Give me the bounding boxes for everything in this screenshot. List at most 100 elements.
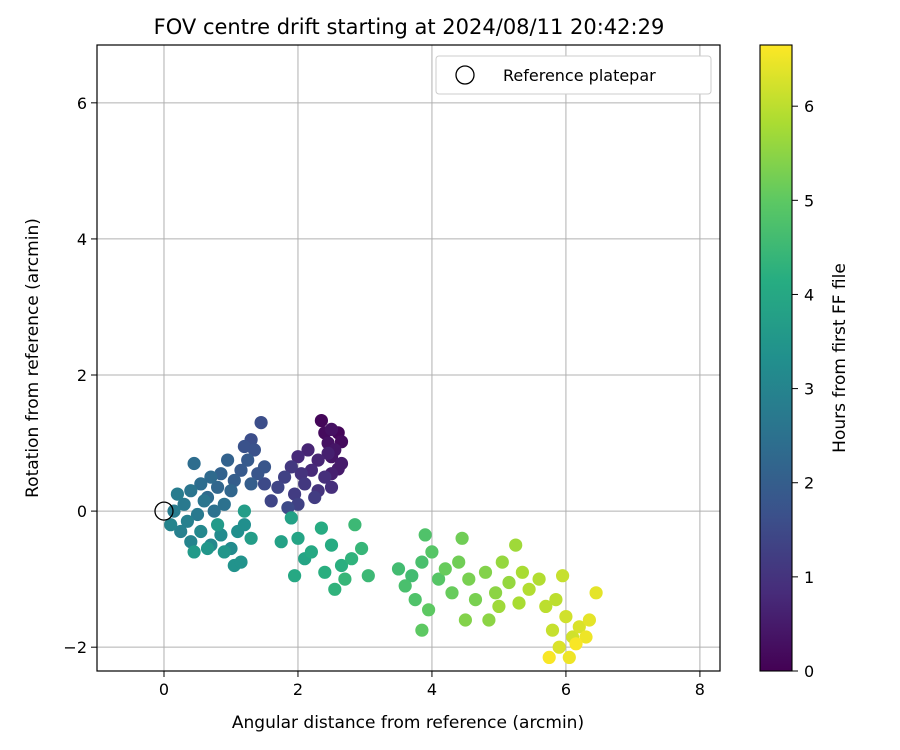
- data-point: [180, 514, 194, 528]
- data-point: [321, 446, 335, 460]
- data-points: [164, 414, 603, 665]
- data-point: [187, 545, 201, 559]
- colorbar-ticks: 0 1 2 3 4 5 6: [792, 97, 814, 681]
- x-tick-label: 6: [561, 680, 571, 699]
- data-point: [482, 613, 496, 627]
- data-point: [254, 416, 268, 430]
- colorbar-label: Hours from first FF file: [830, 263, 850, 453]
- data-point: [542, 650, 556, 665]
- data-point: [278, 470, 292, 484]
- data-point: [291, 531, 305, 545]
- data-point: [515, 565, 530, 579]
- data-point: [247, 443, 261, 457]
- data-point: [304, 545, 318, 559]
- data-point: [314, 521, 328, 535]
- y-axis-label: Rotation from reference (arcmin): [23, 218, 43, 498]
- y-tick-label: 0: [77, 502, 87, 521]
- legend-box: [435, 55, 712, 95]
- data-point: [174, 524, 188, 539]
- data-point: [425, 545, 439, 559]
- data-point: [227, 473, 241, 488]
- data-point: [298, 477, 312, 491]
- data-point: [589, 586, 603, 600]
- data-point: [271, 480, 285, 494]
- data-point: [512, 596, 526, 610]
- colorbar-tick-label: 1: [804, 568, 814, 587]
- legend-entry-reference: Reference platepar: [503, 66, 656, 85]
- data-point: [281, 501, 295, 515]
- x-tick-label: 4: [427, 680, 437, 699]
- data-point: [184, 484, 198, 498]
- data-point: [264, 494, 278, 508]
- data-point: [422, 603, 436, 617]
- data-point: [338, 572, 352, 586]
- x-axis-ticks: 0 2 4 6 8: [159, 671, 705, 699]
- data-point: [288, 569, 302, 583]
- data-point: [391, 562, 406, 576]
- legend-marker: [455, 65, 475, 85]
- data-point: [418, 528, 432, 542]
- data-point: [489, 586, 503, 600]
- data-point: [455, 531, 469, 545]
- data-point: [405, 569, 419, 583]
- data-point: [194, 524, 208, 539]
- y-tick-label: 4: [77, 230, 87, 249]
- data-point: [308, 490, 322, 505]
- data-point: [492, 599, 506, 614]
- data-point: [237, 518, 251, 532]
- reference-layer: [154, 501, 174, 521]
- data-point: [167, 504, 181, 518]
- data-point: [211, 480, 225, 494]
- data-point: [355, 541, 369, 556]
- data-point: [187, 456, 201, 471]
- data-point: [318, 470, 332, 484]
- data-point: [204, 470, 218, 484]
- data-point: [328, 582, 342, 596]
- data-point: [274, 535, 288, 549]
- data-point: [170, 487, 184, 501]
- data-point: [234, 555, 248, 569]
- data-point: [408, 593, 422, 607]
- data-point: [214, 528, 228, 542]
- data-point: [415, 555, 429, 569]
- data-point: [241, 453, 255, 467]
- data-point: [257, 477, 272, 491]
- data-point: [579, 630, 593, 644]
- data-point: [432, 572, 446, 586]
- data-point: [291, 497, 305, 511]
- colorbar: 0 1 2 3 4 5 6 Hours from first FF file: [759, 44, 850, 681]
- y-tick-label: 2: [77, 366, 87, 385]
- data-point: [398, 579, 412, 593]
- data-point: [318, 565, 332, 579]
- data-point: [234, 463, 248, 477]
- data-point: [288, 487, 302, 501]
- data-point: [284, 460, 298, 474]
- x-tick-label: 2: [293, 680, 303, 699]
- data-point: [197, 494, 211, 508]
- data-point: [237, 504, 251, 518]
- data-point: [556, 569, 570, 583]
- data-point: [190, 507, 205, 522]
- colorbar-tick-label: 3: [804, 380, 814, 399]
- x-tick-label: 8: [695, 680, 705, 699]
- data-point: [217, 497, 231, 511]
- x-axis-label: Angular distance from reference (arcmin): [232, 713, 584, 733]
- data-point: [562, 650, 576, 665]
- chart-title: FOV centre drift starting at 2024/08/11 …: [154, 15, 665, 39]
- data-point: [348, 518, 362, 532]
- colorbar-gradient: [759, 44, 793, 672]
- data-point: [184, 535, 198, 549]
- data-point: [211, 518, 225, 532]
- data-point: [284, 511, 298, 525]
- data-point: [194, 477, 208, 491]
- data-point: [291, 450, 305, 464]
- colorbar-tick-label: 4: [804, 285, 814, 304]
- data-point: [314, 414, 328, 428]
- data-point: [304, 463, 318, 477]
- data-point: [224, 484, 238, 498]
- y-tick-label: −2: [63, 638, 87, 657]
- data-point: [324, 538, 339, 552]
- data-point: [334, 558, 349, 573]
- data-point: [345, 552, 359, 566]
